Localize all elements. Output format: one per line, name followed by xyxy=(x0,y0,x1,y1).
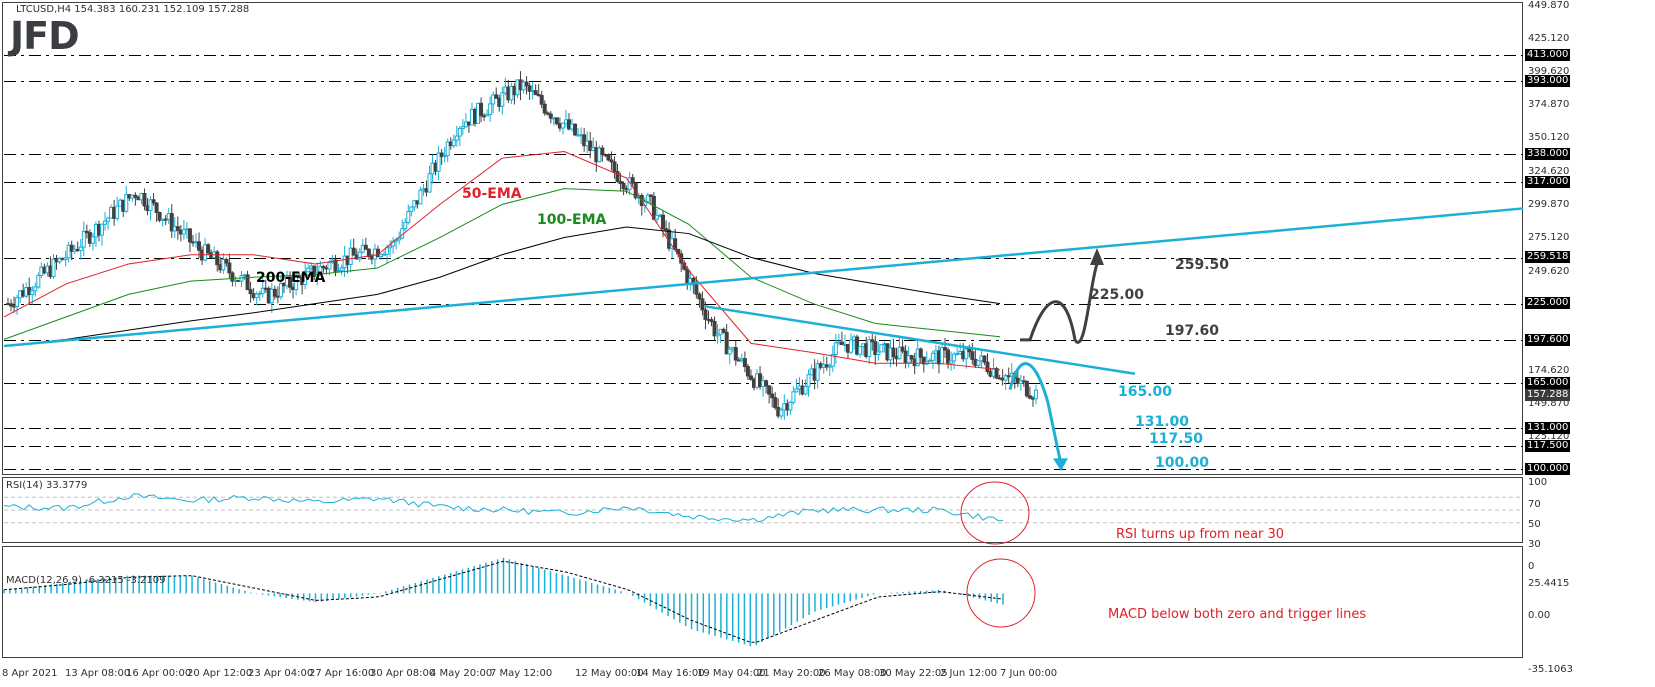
macd-label: MACD(12,26,9) -6.3215 -3.2109 xyxy=(6,575,166,586)
target-100-label: 100.00 xyxy=(1155,455,1210,471)
level-tag-225: 225.000 xyxy=(1525,297,1571,309)
price-tick: 149.870 xyxy=(1528,398,1570,409)
level-197-label: 197.60 xyxy=(1165,323,1220,339)
rsi-panel[interactable] xyxy=(2,477,1523,543)
rsi-tick: 0 xyxy=(1528,561,1535,572)
level-165-label: 165.00 xyxy=(1118,384,1173,400)
level-tag-100: 100.000 xyxy=(1525,463,1571,475)
level-tag-259: 259.518 xyxy=(1525,251,1571,263)
macd-tick: 25.4415 xyxy=(1528,578,1570,589)
rsi-note: RSI turns up from near 30 xyxy=(1116,527,1285,542)
jfd-logo: JFD xyxy=(10,14,80,58)
level-tag-393: 393.000 xyxy=(1525,75,1571,87)
rsi-tick: 50 xyxy=(1528,519,1541,530)
price-tick: 374.870 xyxy=(1528,99,1570,110)
time-tick: 8 Apr 2021 xyxy=(2,668,58,679)
rsi-tick: 30 xyxy=(1528,539,1541,550)
symbol-info: LTCUSD,H4 154.383 160.231 152.109 157.28… xyxy=(16,4,250,15)
time-tick: 12 May 00:00 xyxy=(575,668,644,679)
price-tick: 275.120 xyxy=(1528,232,1570,243)
target-225-label: 225.00 xyxy=(1090,287,1145,303)
level-tag-131: 131.000 xyxy=(1525,422,1571,434)
price-tick: 299.870 xyxy=(1528,199,1570,210)
price-tick: 125.120 xyxy=(1528,431,1570,442)
time-tick: 26 May 08:00 xyxy=(818,668,887,679)
time-tick: 7 Jun 00:00 xyxy=(1000,668,1058,679)
current-price-tag: 157.288 xyxy=(1525,389,1571,401)
rsi-tick: 100 xyxy=(1528,477,1548,488)
time-tick: 30 May 22:05 xyxy=(879,668,948,679)
macd-panel[interactable] xyxy=(2,546,1523,658)
time-tick: 27 Apr 16:00 xyxy=(309,668,375,679)
ema200-label: 200-EMA xyxy=(256,270,326,286)
price-tick: 249.620 xyxy=(1528,266,1570,277)
target-117-label: 117.50 xyxy=(1149,431,1204,447)
time-tick: 14 May 16:00 xyxy=(636,668,705,679)
level-tag-338: 338.000 xyxy=(1525,148,1571,160)
time-tick: 21 May 20:00 xyxy=(757,668,826,679)
price-tick: 324.620 xyxy=(1528,166,1570,177)
time-tick: 19 May 04:00 xyxy=(697,668,766,679)
ema50-label: 50-EMA xyxy=(462,186,522,202)
level-tag-197: 197.600 xyxy=(1525,334,1571,346)
level-tag-317: 317.000 xyxy=(1525,176,1571,188)
time-tick: 4 May 20:00 xyxy=(430,668,493,679)
level-tag-117: 117.500 xyxy=(1525,440,1571,452)
level-tag-165: 165.000 xyxy=(1525,377,1571,389)
rsi-label: RSI(14) 33.3779 xyxy=(6,480,88,491)
main-chart-panel[interactable] xyxy=(2,2,1523,475)
price-tick: 399.620 xyxy=(1528,66,1570,77)
time-tick: 7 May 12:00 xyxy=(490,668,553,679)
level-tag-413: 413.000 xyxy=(1525,49,1571,61)
macd-note: MACD below both zero and trigger lines xyxy=(1108,607,1367,622)
price-tick: 425.120 xyxy=(1528,33,1570,44)
time-tick: 13 Apr 08:00 xyxy=(65,668,131,679)
macd-tick: -35.1063 xyxy=(1528,664,1573,675)
time-tick: 30 Apr 08:00 xyxy=(370,668,436,679)
ema100-label: 100-EMA xyxy=(537,212,607,228)
target-259-label: 259.50 xyxy=(1175,257,1230,273)
price-tick: 449.870 xyxy=(1528,0,1570,11)
price-tick: 350.120 xyxy=(1528,132,1570,143)
target-131-label: 131.00 xyxy=(1135,414,1190,430)
time-tick: 23 Apr 04:00 xyxy=(248,668,314,679)
price-tick: 174.620 xyxy=(1528,365,1570,376)
rsi-tick: 70 xyxy=(1528,499,1541,510)
time-tick: 2 Jun 12:00 xyxy=(940,668,998,679)
time-tick: 16 Apr 00:00 xyxy=(126,668,192,679)
time-tick: 20 Apr 12:00 xyxy=(187,668,253,679)
macd-tick: 0.00 xyxy=(1528,610,1551,621)
